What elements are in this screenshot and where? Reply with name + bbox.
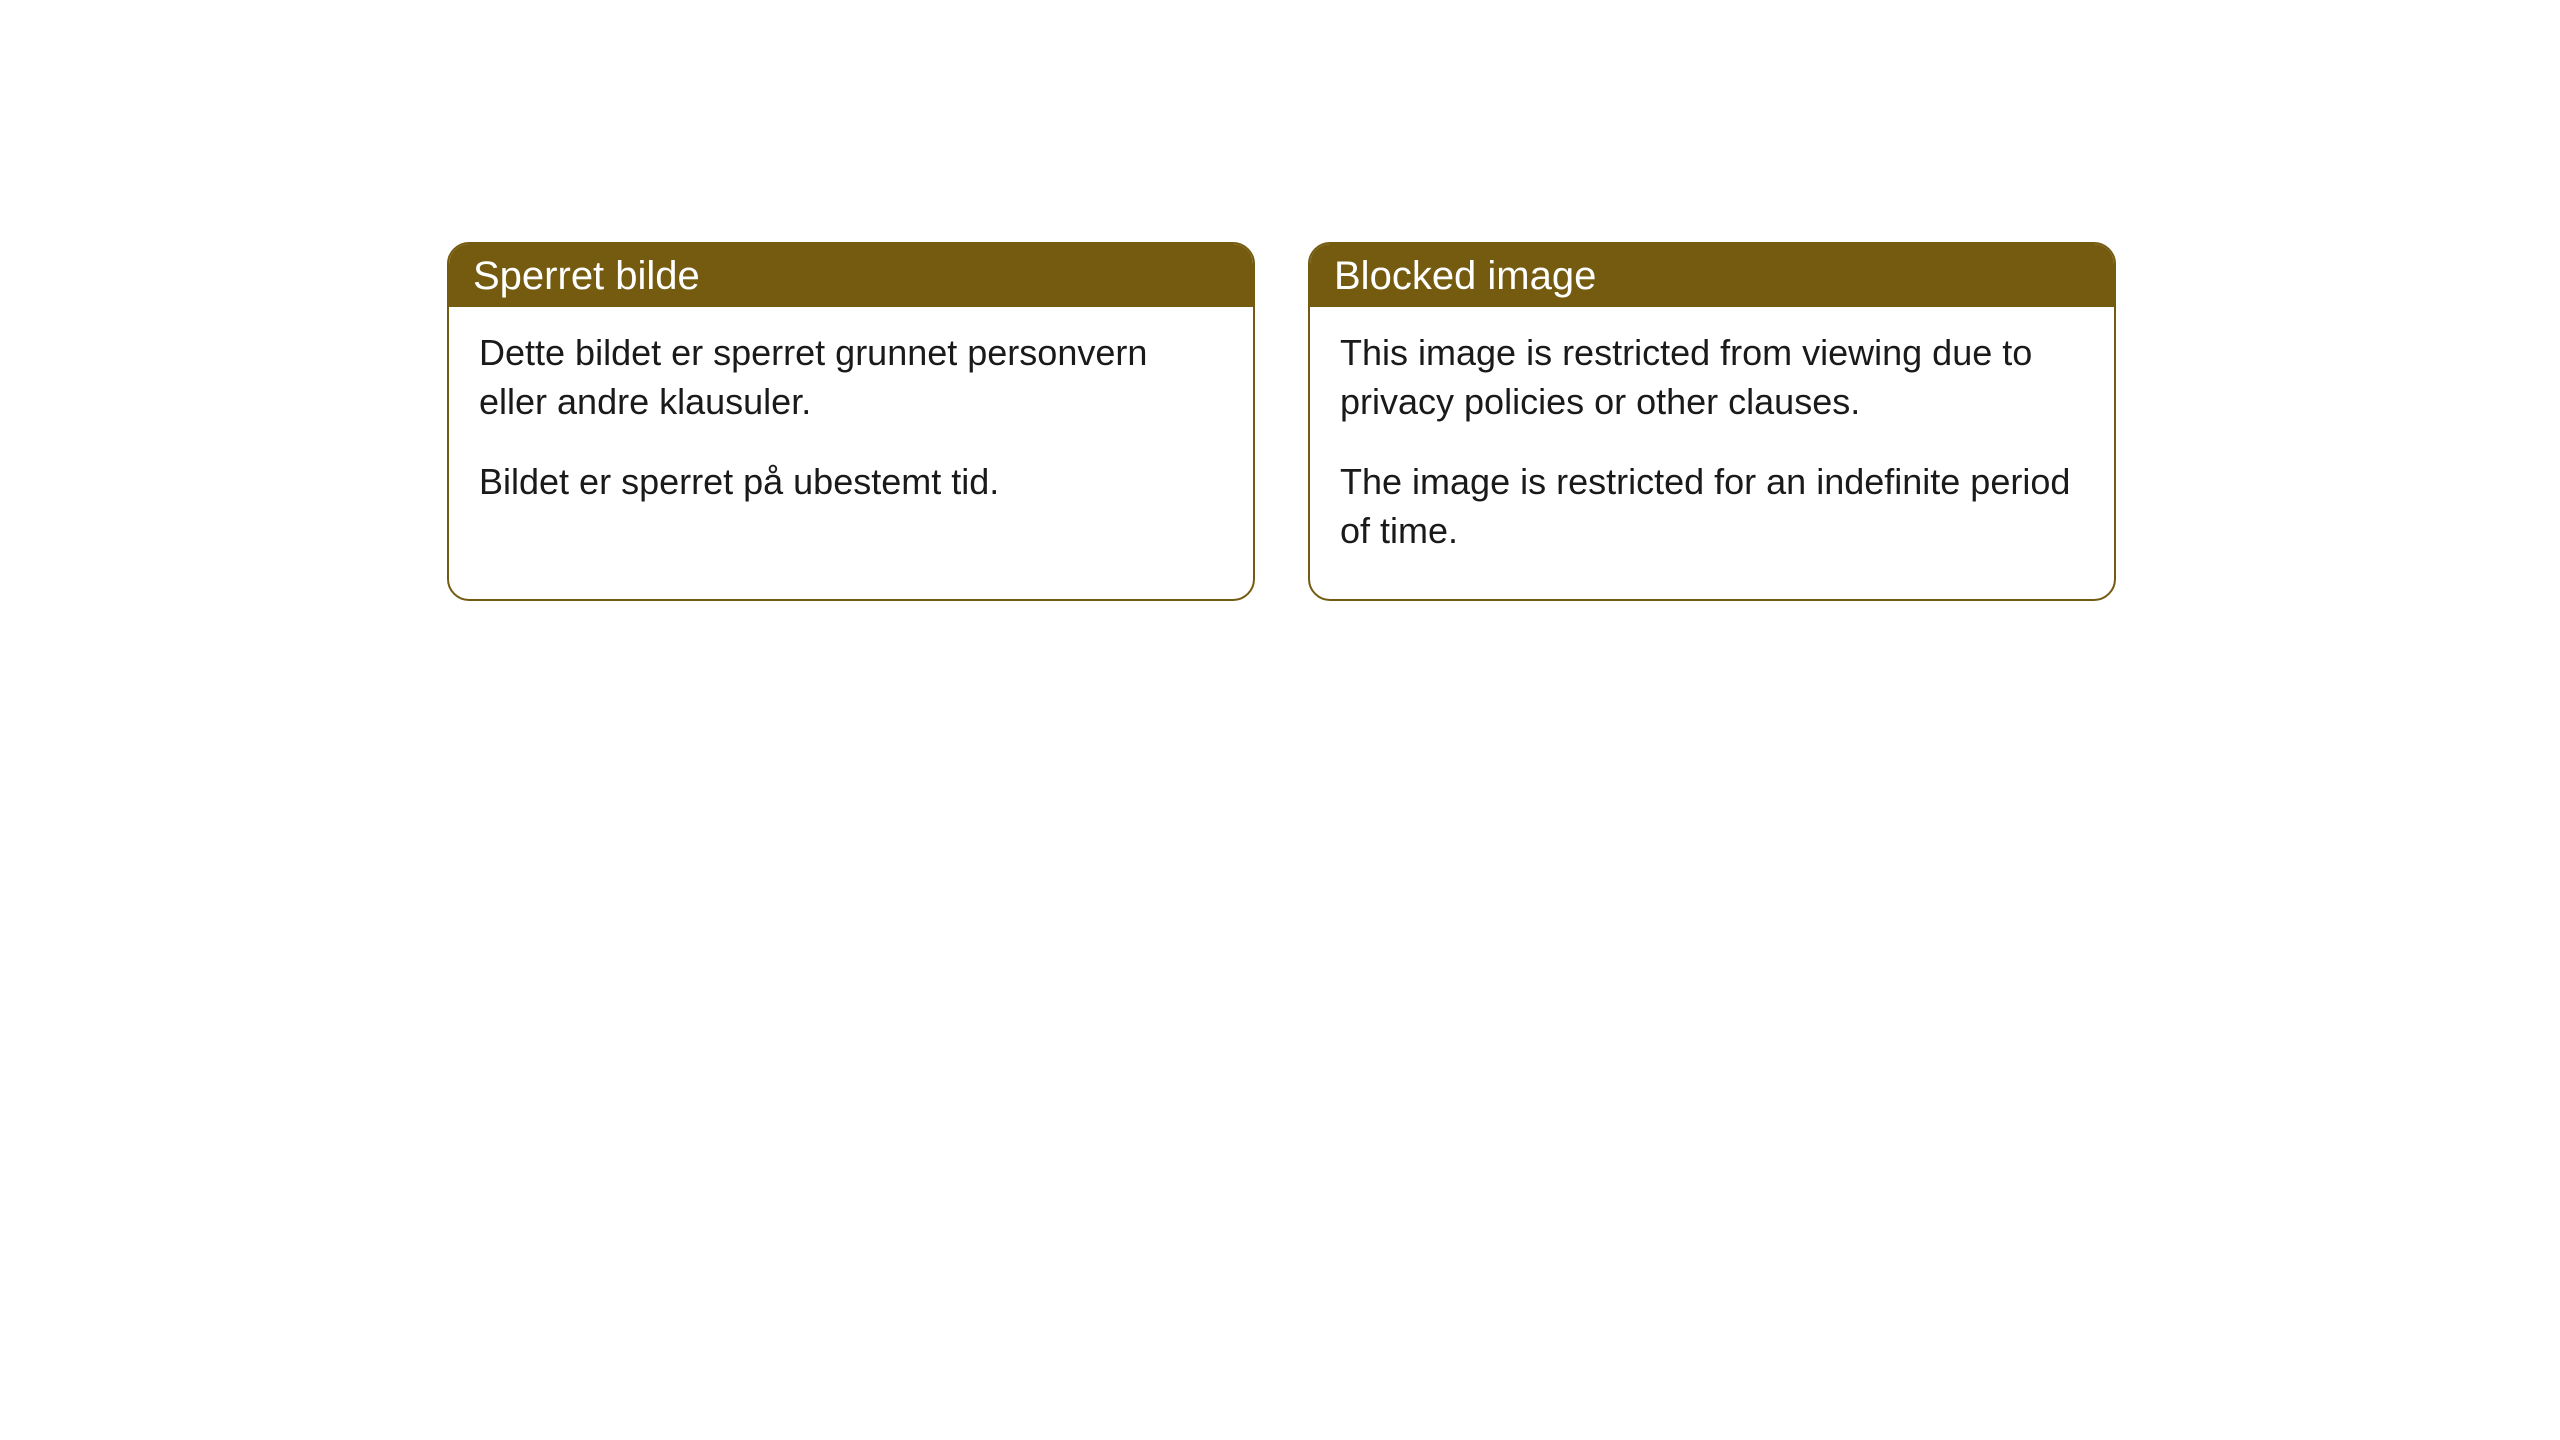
card-paragraph: Bildet er sperret på ubestemt tid. <box>479 458 1223 507</box>
notice-card-norwegian: Sperret bilde Dette bildet er sperret gr… <box>447 242 1255 601</box>
card-paragraph: This image is restricted from viewing du… <box>1340 329 2084 426</box>
card-header: Sperret bilde <box>449 244 1253 307</box>
notice-card-english: Blocked image This image is restricted f… <box>1308 242 2116 601</box>
card-paragraph: The image is restricted for an indefinit… <box>1340 458 2084 555</box>
card-body: Dette bildet er sperret grunnet personve… <box>449 307 1253 551</box>
notice-cards-container: Sperret bilde Dette bildet er sperret gr… <box>447 242 2116 601</box>
card-paragraph: Dette bildet er sperret grunnet personve… <box>479 329 1223 426</box>
card-header: Blocked image <box>1310 244 2114 307</box>
card-body: This image is restricted from viewing du… <box>1310 307 2114 599</box>
